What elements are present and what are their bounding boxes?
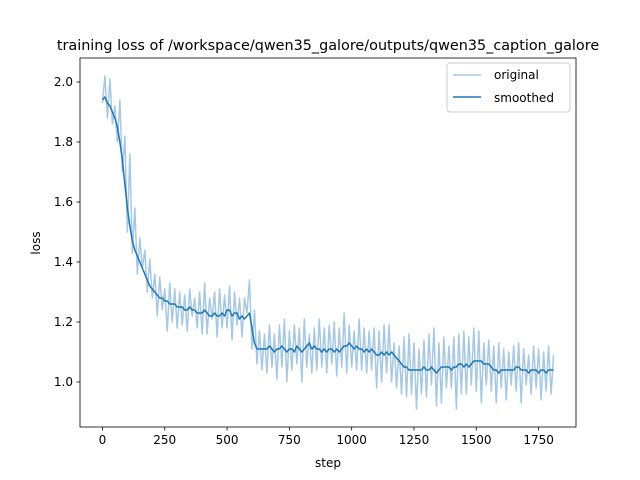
y-tick-label: 1.6 (54, 195, 73, 209)
y-tick-label: 2.0 (54, 75, 73, 89)
x-tick-label: 0 (99, 433, 107, 447)
axes-layer: 0 250 500 750 1000 1250 1500 1750 1.0 1.2 1.4 1.6 1.… (54, 57, 577, 447)
x-axis-label: step (315, 456, 341, 470)
y-axis-label: loss (29, 231, 43, 254)
x-tick-label: 1750 (523, 433, 554, 447)
y-tick-label: 1.0 (54, 375, 73, 389)
legend-label-smoothed: smoothed (494, 91, 554, 105)
series-line-original (101, 75, 555, 410)
legend-label-original: original (494, 68, 539, 82)
y-tick-label: 1.4 (54, 255, 73, 269)
chart-title: training loss of /workspace/qwen35_galor… (57, 38, 600, 54)
y-tick-label: 1.8 (54, 135, 73, 149)
x-tick-label: 1250 (399, 433, 430, 447)
x-tick-label: 250 (153, 433, 176, 447)
x-tick-label: 750 (278, 433, 301, 447)
x-tick-label: 1000 (336, 433, 367, 447)
legend: original smoothed (446, 62, 571, 113)
y-tick-label: 1.2 (54, 315, 73, 329)
series-line-smoothed (101, 96, 554, 374)
plot-content (101, 75, 555, 410)
x-tick-label: 1500 (461, 433, 492, 447)
plot-frame (79, 57, 577, 428)
x-tick-label: 500 (216, 433, 239, 447)
